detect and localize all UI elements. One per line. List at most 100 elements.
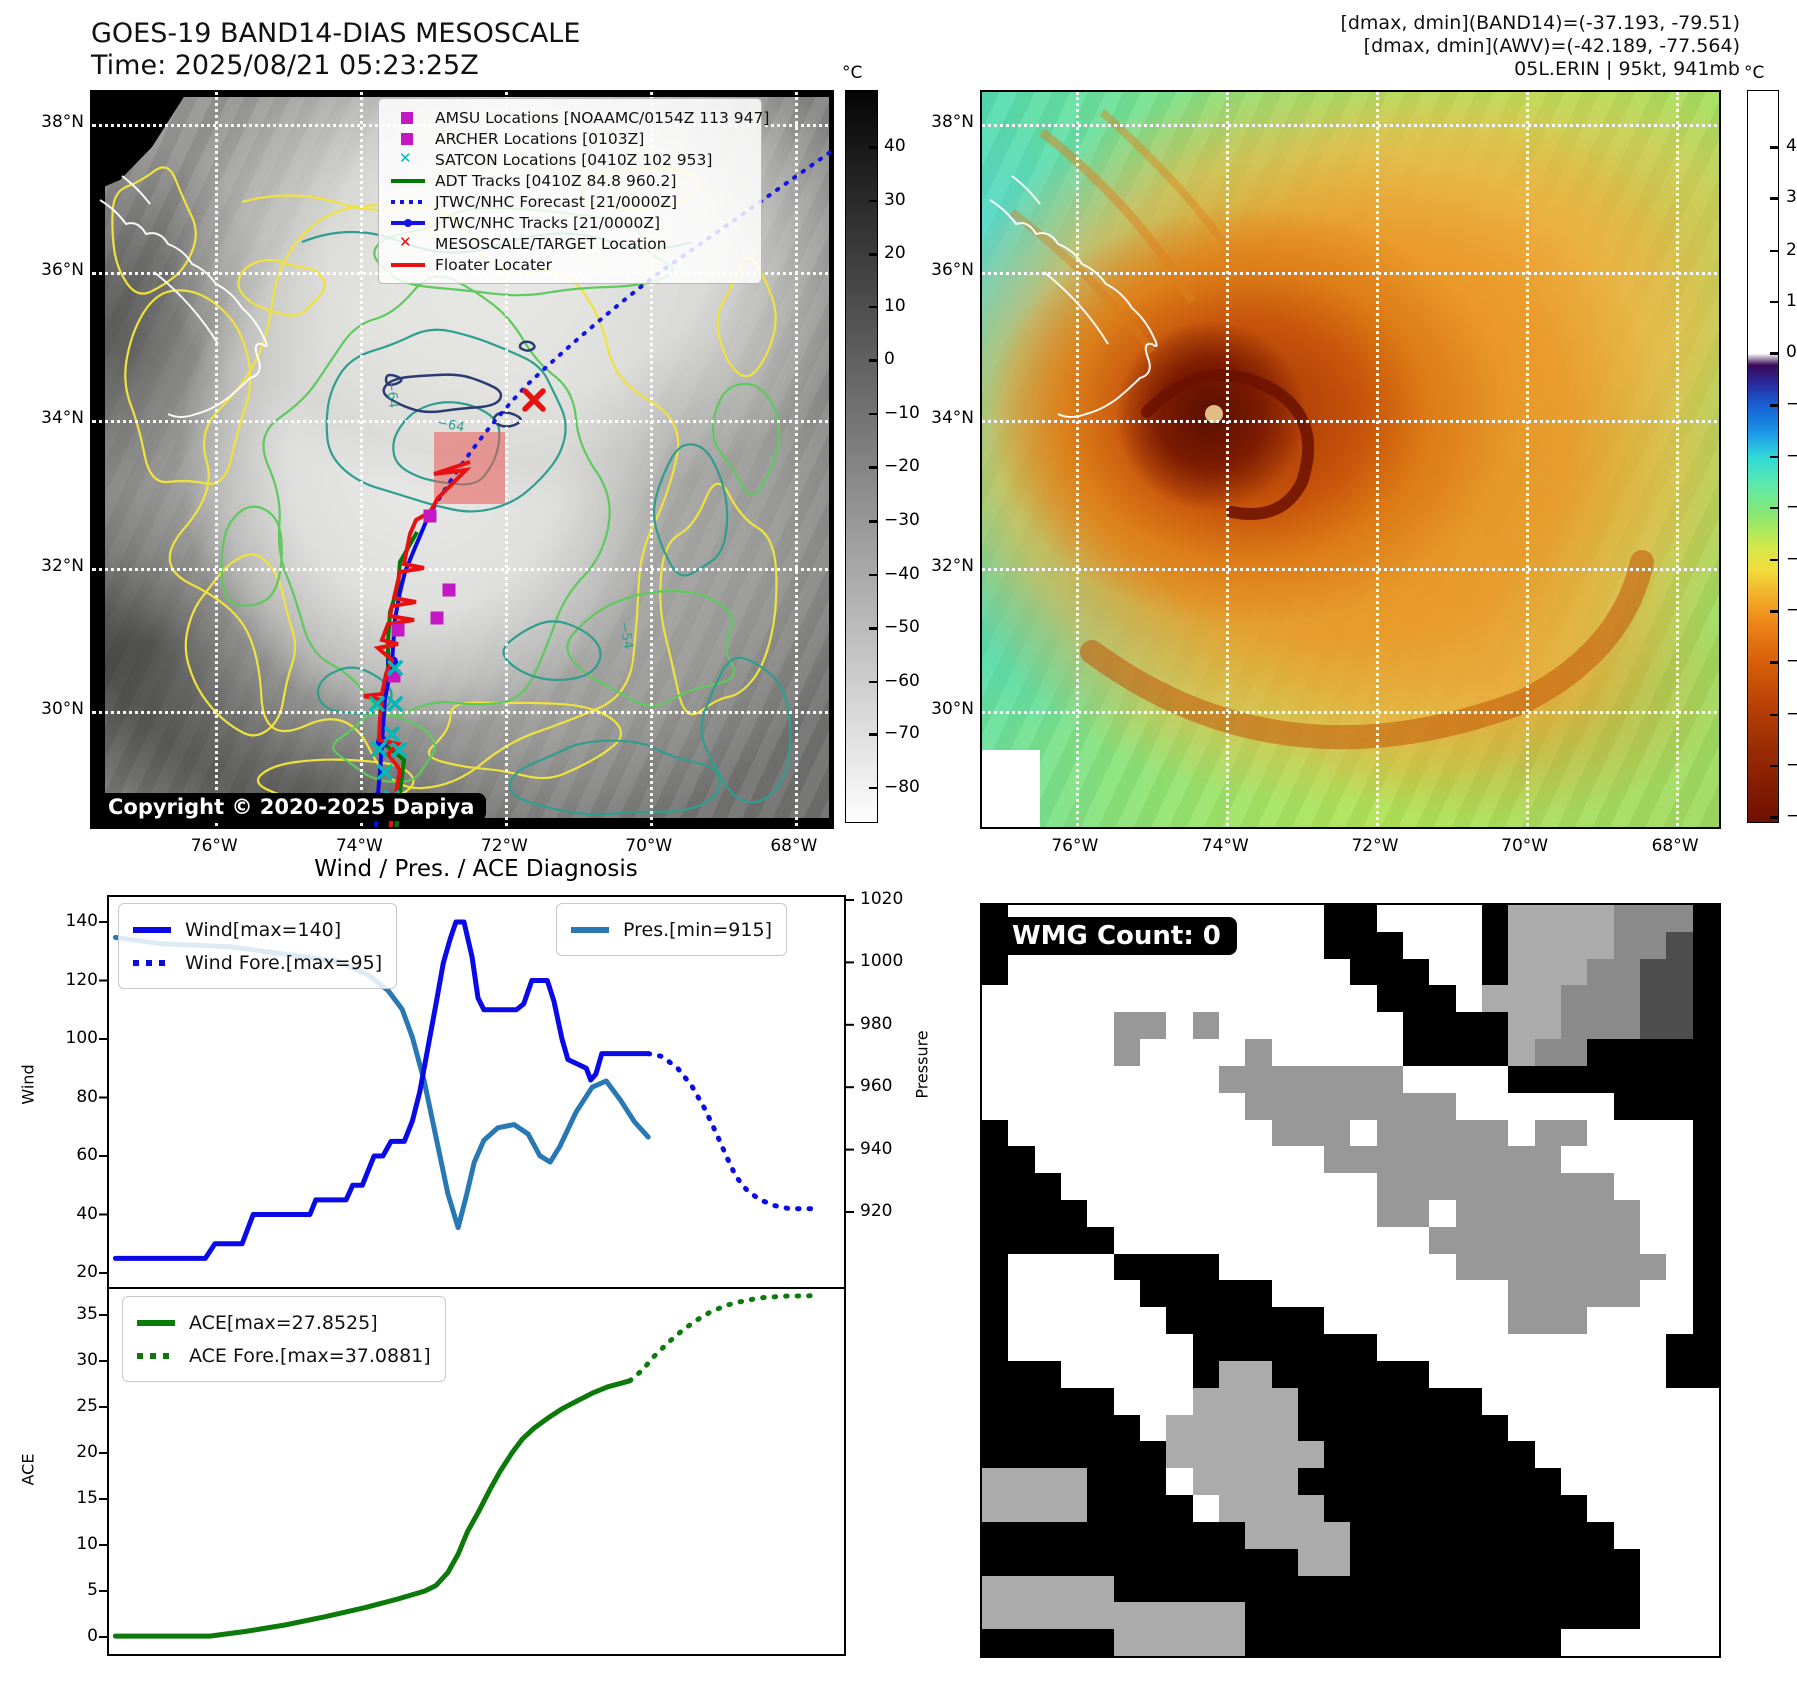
wmg-cell [1139, 1441, 1167, 1469]
lon-tick-label: 74°W [1201, 836, 1249, 856]
wmg-cell [1429, 1602, 1456, 1630]
wmg-cell [1297, 1468, 1325, 1496]
wmg-cell [1403, 958, 1430, 986]
contour-line [427, 701, 623, 780]
wmg-cell [1376, 931, 1404, 959]
wmg-cell [1008, 1602, 1035, 1630]
wmg-cell [1376, 1146, 1404, 1174]
wmg-cell [1218, 1468, 1246, 1496]
wmg-cell [1271, 1334, 1298, 1361]
wmg-cell [1429, 985, 1456, 1013]
wmg-cell [1324, 931, 1351, 959]
wmg-cell [1482, 905, 1509, 932]
wmg-cell [1692, 1575, 1719, 1603]
wmg-cell [1324, 985, 1351, 1013]
wmg-cell [1429, 1307, 1456, 1335]
wmg-cell [1271, 1468, 1298, 1496]
wmg-cell [1166, 1280, 1193, 1308]
wmg-cell [1297, 985, 1325, 1013]
wmg-cell [1218, 1092, 1246, 1120]
no-data-notch [982, 750, 1040, 827]
wmg-cell [1271, 1441, 1298, 1469]
wmg-cell [1587, 1602, 1614, 1630]
wmg-cell [1297, 1602, 1325, 1630]
lat-tick-label: 34°N [41, 407, 84, 428]
cloud-streak [1099, 109, 1246, 274]
wmg-cell [1060, 958, 1088, 986]
wmg-cell [1561, 1629, 1588, 1656]
line-icon [137, 1319, 175, 1326]
wmg-cell [1403, 1387, 1430, 1415]
wmg-cell [1245, 958, 1272, 986]
wmg-cell [1192, 1226, 1219, 1254]
wmg-cell [1508, 931, 1535, 959]
colorbar-tick-label: −20 [884, 456, 920, 477]
wmg-cell [1297, 1200, 1325, 1227]
wmg-cell [1692, 931, 1719, 959]
storm-eye-icon [1205, 405, 1223, 423]
wmg-cell [1666, 1173, 1693, 1201]
wmg-cell [1429, 1012, 1456, 1040]
wmg-cell [1324, 1280, 1351, 1308]
wmg-cell [1482, 1119, 1509, 1147]
x-marker-icon: ✕ [399, 232, 412, 251]
inner-core-band [1141, 369, 1315, 520]
wmg-cell [1640, 905, 1667, 932]
wmg-cell [1613, 1012, 1641, 1040]
wmg-cell [1271, 1065, 1298, 1093]
wmg-cell [1166, 1602, 1193, 1630]
wmg-cell [1403, 1012, 1430, 1040]
wmg-cell [1403, 1065, 1430, 1093]
wmg-cell [1640, 1334, 1667, 1361]
wmg-cell [982, 1414, 1009, 1442]
wmg-cell [1297, 931, 1325, 959]
wmg-cell [1350, 1280, 1377, 1308]
wmg-cell [1587, 1360, 1614, 1388]
wmg-cell [1534, 1039, 1562, 1066]
wmg-cell [1429, 1226, 1456, 1254]
wmg-cell [1455, 1092, 1483, 1120]
wmg-cell [1455, 958, 1483, 986]
lon-tick-label: 68°W [1651, 836, 1699, 856]
wmg-cell [1034, 1387, 1061, 1415]
wmg-cell [1403, 1334, 1430, 1361]
wmg-cell [1034, 1012, 1061, 1040]
wmg-cell [1034, 1602, 1061, 1630]
wmg-cell [1297, 958, 1325, 986]
charts-title: Wind / Pres. / ACE Diagnosis [314, 856, 638, 882]
wmg-cell [1429, 1334, 1456, 1361]
wmg-cell [982, 1495, 1009, 1522]
wmg-cell [1508, 1173, 1535, 1201]
wmg-cell [1113, 1521, 1140, 1549]
wmg-cell [1640, 1468, 1667, 1496]
wmg-cell [1376, 985, 1404, 1013]
wmg-cell [1008, 1065, 1035, 1093]
wmg-cell [1218, 1629, 1246, 1656]
wmg-cell [1113, 1414, 1140, 1442]
line-icon [571, 926, 609, 933]
legend-item-label: AMSU Locations [NOAAMC/0154Z 113 947] [435, 108, 770, 127]
wmg-cell [1324, 1226, 1351, 1254]
wmg-cell [1324, 1495, 1351, 1522]
wmg-cell [1192, 1468, 1219, 1496]
wmg-cell [1587, 1065, 1614, 1093]
legend-item: JTWC/NHC Tracks [21/0000Z] [391, 212, 749, 233]
wmg-cell [1139, 1414, 1167, 1442]
wmg-cell [1508, 905, 1535, 932]
wmg-cell [1008, 1387, 1035, 1415]
wmg-cell [1508, 1414, 1535, 1442]
wmg-cell [1192, 1012, 1219, 1040]
wmg-cell [1376, 1629, 1404, 1656]
wmg-cell [1666, 1280, 1693, 1308]
wmg-cell [1060, 1173, 1088, 1201]
wmg-cell [1166, 985, 1193, 1013]
wmg-cell [1403, 1360, 1430, 1388]
wmg-cell [1218, 1334, 1246, 1361]
wmg-cell [1640, 1092, 1667, 1120]
wmg-cell [1034, 1146, 1061, 1174]
wmg-cell [1297, 1548, 1325, 1576]
wmg-cell [1192, 1414, 1219, 1442]
wmg-cell [1403, 1092, 1430, 1120]
wmg-cell [1166, 1307, 1193, 1335]
wmg-cell [1139, 1495, 1167, 1522]
